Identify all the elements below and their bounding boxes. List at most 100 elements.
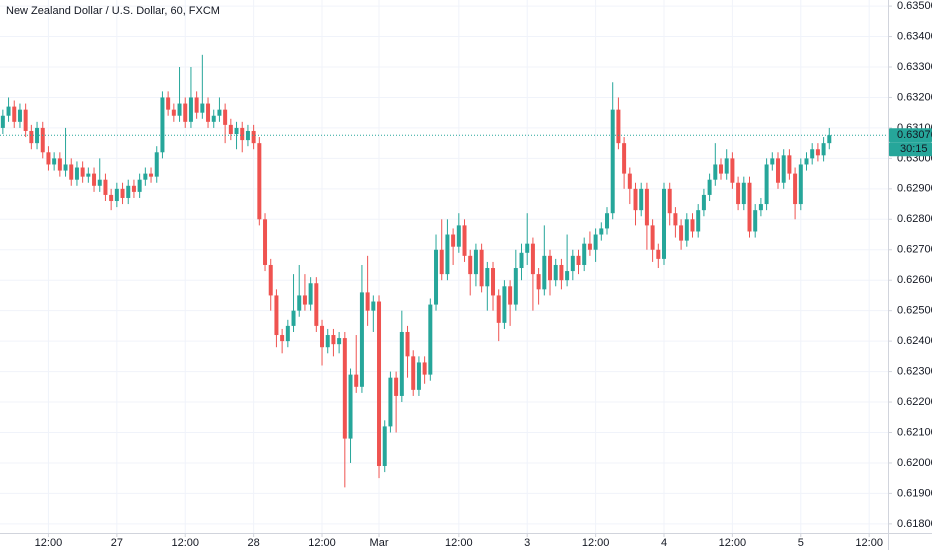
candle-body xyxy=(308,283,313,305)
candle-body xyxy=(530,243,535,275)
x-tick-label: 12:00 xyxy=(308,537,336,549)
candle-body xyxy=(690,219,695,232)
candle-body xyxy=(736,182,741,205)
candle-body xyxy=(120,188,125,198)
candle-body xyxy=(445,234,450,275)
candle-body xyxy=(263,219,268,265)
candle-body xyxy=(188,97,193,122)
candle-body xyxy=(217,109,222,116)
candle-body xyxy=(787,155,792,174)
candle-body xyxy=(137,179,142,192)
candle-body xyxy=(74,167,79,180)
candle-body xyxy=(434,249,439,305)
candle-body xyxy=(798,164,803,205)
y-tick-label: 0.63500 xyxy=(897,0,932,12)
candle-body xyxy=(684,219,689,241)
candle-body xyxy=(388,377,393,427)
candle-body xyxy=(696,210,701,232)
candle-body xyxy=(719,164,724,174)
candle-body xyxy=(149,173,154,177)
candle-body xyxy=(211,115,216,122)
x-tick-label: 12:00 xyxy=(171,537,199,549)
candle-body xyxy=(582,243,587,265)
candle-body xyxy=(793,173,798,205)
candle-body xyxy=(411,356,416,390)
candle-body xyxy=(331,335,336,345)
candle-body xyxy=(206,103,211,122)
candle-body xyxy=(35,127,40,144)
candle-body xyxy=(245,130,250,141)
candle-body xyxy=(491,268,496,296)
candle-body xyxy=(280,335,285,342)
candle-body xyxy=(519,252,524,269)
candle-body xyxy=(223,109,228,125)
candle-body xyxy=(200,103,205,113)
candle-body xyxy=(662,188,667,259)
candle-body xyxy=(559,264,564,281)
candle-body xyxy=(23,109,28,131)
candle-body xyxy=(605,213,610,229)
candle-body xyxy=(616,109,621,144)
candle-body xyxy=(348,374,353,439)
candle-body xyxy=(622,143,627,174)
grid xyxy=(0,0,888,533)
last-price-label: 0.63076 xyxy=(897,129,932,141)
x-tick-label: Mar xyxy=(370,537,389,549)
candle-body xyxy=(576,255,581,265)
x-tick-label: 3 xyxy=(524,537,530,549)
candle-body xyxy=(143,173,148,180)
candle-body xyxy=(17,109,22,122)
candle-body xyxy=(80,167,85,177)
candle-body xyxy=(804,158,809,165)
candle-body xyxy=(758,204,763,211)
candle-body xyxy=(502,286,507,323)
candle-body xyxy=(565,271,570,281)
x-tick-label: 28 xyxy=(248,537,260,549)
candle-body xyxy=(337,338,342,345)
candle-body xyxy=(29,130,34,144)
candle-body xyxy=(274,295,279,336)
candle-body xyxy=(109,194,114,202)
candle-body xyxy=(422,362,427,375)
candle-body xyxy=(536,274,541,290)
candle-body xyxy=(815,149,820,156)
candle-body xyxy=(160,97,165,153)
candle-body xyxy=(103,179,108,195)
candle-body xyxy=(593,234,598,250)
candle-body xyxy=(131,185,136,192)
candle-body xyxy=(724,158,729,174)
candle-body xyxy=(382,426,387,466)
candle-body xyxy=(456,225,461,247)
candle-body xyxy=(827,135,832,144)
x-tick-label: 12:00 xyxy=(35,537,63,549)
candle-body xyxy=(234,127,239,135)
candle-body xyxy=(781,155,786,183)
candle-body xyxy=(12,106,17,122)
candle-body xyxy=(97,179,102,186)
candle-body xyxy=(513,268,518,305)
candle-body xyxy=(542,255,547,290)
candle-body xyxy=(673,213,678,226)
candle-body xyxy=(320,325,325,348)
candle-body xyxy=(297,295,302,311)
x-tick-label: 5 xyxy=(798,537,804,549)
candle-body xyxy=(633,188,638,211)
candle-body xyxy=(667,188,672,214)
candle-body xyxy=(525,243,530,253)
chart-title: New Zealand Dollar / U.S. Dollar, 60, FX… xyxy=(6,5,220,17)
candle-body xyxy=(627,173,632,189)
x-tick-label: 12:00 xyxy=(855,537,883,549)
candle-body xyxy=(810,149,815,159)
candle-body xyxy=(183,103,188,122)
candle-body xyxy=(644,188,649,226)
candle-body xyxy=(399,331,404,396)
candle-body xyxy=(650,225,655,250)
candle-body xyxy=(707,179,712,195)
